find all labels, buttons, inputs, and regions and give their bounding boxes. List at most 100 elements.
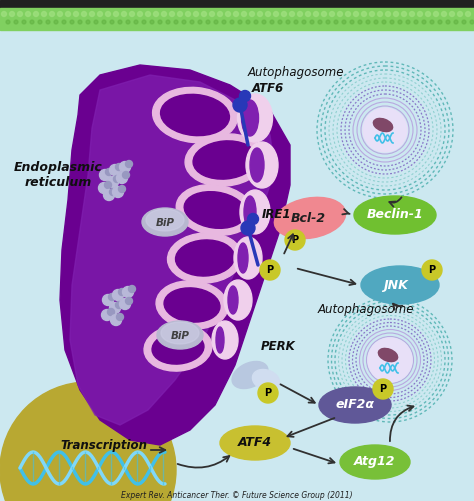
Ellipse shape: [164, 288, 220, 322]
Circle shape: [62, 20, 66, 24]
Circle shape: [368, 338, 412, 382]
Circle shape: [462, 20, 466, 24]
Ellipse shape: [157, 321, 203, 349]
Circle shape: [350, 20, 354, 24]
Circle shape: [201, 12, 207, 17]
Circle shape: [73, 12, 79, 17]
Ellipse shape: [240, 190, 270, 234]
Ellipse shape: [246, 142, 278, 188]
Circle shape: [258, 383, 278, 403]
Circle shape: [78, 20, 82, 24]
Circle shape: [174, 20, 178, 24]
Circle shape: [54, 20, 58, 24]
Circle shape: [470, 20, 474, 24]
Circle shape: [441, 12, 447, 17]
Ellipse shape: [244, 196, 256, 228]
Circle shape: [101, 310, 112, 321]
Circle shape: [122, 287, 134, 298]
Circle shape: [318, 20, 322, 24]
Text: ATF4: ATF4: [238, 436, 272, 449]
Circle shape: [166, 20, 170, 24]
Ellipse shape: [193, 141, 257, 179]
Circle shape: [329, 12, 335, 17]
Circle shape: [249, 12, 255, 17]
Ellipse shape: [374, 118, 392, 132]
Circle shape: [265, 12, 271, 17]
Circle shape: [422, 260, 442, 280]
Circle shape: [103, 189, 115, 200]
Circle shape: [260, 260, 280, 280]
Ellipse shape: [232, 362, 268, 388]
Circle shape: [286, 20, 290, 24]
Circle shape: [109, 164, 120, 175]
Text: IRE1: IRE1: [262, 207, 292, 220]
Bar: [0, 8, 474, 30]
Ellipse shape: [238, 243, 248, 273]
Text: Endoplasmic
reticulum: Endoplasmic reticulum: [14, 161, 102, 189]
Circle shape: [126, 160, 133, 167]
Ellipse shape: [156, 281, 228, 329]
Circle shape: [382, 20, 386, 24]
Ellipse shape: [220, 426, 290, 460]
Circle shape: [134, 20, 138, 24]
Text: Atg12: Atg12: [354, 455, 396, 468]
Circle shape: [117, 314, 124, 321]
Ellipse shape: [354, 196, 436, 234]
Circle shape: [0, 382, 176, 501]
Ellipse shape: [250, 148, 264, 182]
Text: P: P: [266, 265, 273, 275]
Circle shape: [418, 12, 422, 17]
Circle shape: [99, 182, 109, 193]
Circle shape: [116, 163, 122, 170]
Ellipse shape: [237, 94, 273, 142]
Circle shape: [185, 12, 191, 17]
Ellipse shape: [161, 322, 199, 344]
Circle shape: [374, 20, 378, 24]
Circle shape: [370, 12, 374, 17]
Ellipse shape: [161, 94, 229, 136]
Ellipse shape: [319, 387, 391, 423]
Circle shape: [302, 20, 306, 24]
Circle shape: [406, 20, 410, 24]
Circle shape: [70, 20, 74, 24]
Circle shape: [38, 20, 42, 24]
Ellipse shape: [274, 197, 346, 238]
Text: Expert Rev. Anticancer Ther. © Future Science Group (2011): Expert Rev. Anticancer Ther. © Future Sc…: [121, 490, 353, 499]
Ellipse shape: [212, 321, 238, 359]
Circle shape: [465, 12, 471, 17]
Circle shape: [18, 12, 22, 17]
Text: eIF2α: eIF2α: [336, 398, 374, 411]
Circle shape: [294, 20, 298, 24]
Polygon shape: [60, 65, 290, 445]
Ellipse shape: [184, 192, 246, 228]
Circle shape: [238, 20, 242, 24]
Text: P: P: [292, 235, 299, 245]
Circle shape: [1, 12, 7, 17]
Circle shape: [100, 169, 110, 180]
Circle shape: [222, 20, 226, 24]
Circle shape: [102, 295, 113, 306]
Circle shape: [118, 289, 126, 296]
Circle shape: [98, 12, 102, 17]
Circle shape: [390, 20, 394, 24]
Circle shape: [457, 12, 463, 17]
Circle shape: [449, 12, 455, 17]
Circle shape: [182, 20, 186, 24]
Circle shape: [158, 20, 162, 24]
Circle shape: [366, 20, 370, 24]
Circle shape: [214, 20, 218, 24]
Circle shape: [430, 20, 434, 24]
Circle shape: [377, 12, 383, 17]
Circle shape: [401, 12, 407, 17]
Ellipse shape: [253, 369, 280, 391]
Circle shape: [34, 12, 38, 17]
Circle shape: [290, 12, 294, 17]
Circle shape: [342, 20, 346, 24]
Text: ATF6: ATF6: [252, 82, 284, 95]
Circle shape: [162, 12, 166, 17]
Circle shape: [278, 20, 282, 24]
Circle shape: [422, 20, 426, 24]
Circle shape: [298, 12, 302, 17]
Text: P: P: [264, 388, 272, 398]
Circle shape: [126, 298, 133, 305]
